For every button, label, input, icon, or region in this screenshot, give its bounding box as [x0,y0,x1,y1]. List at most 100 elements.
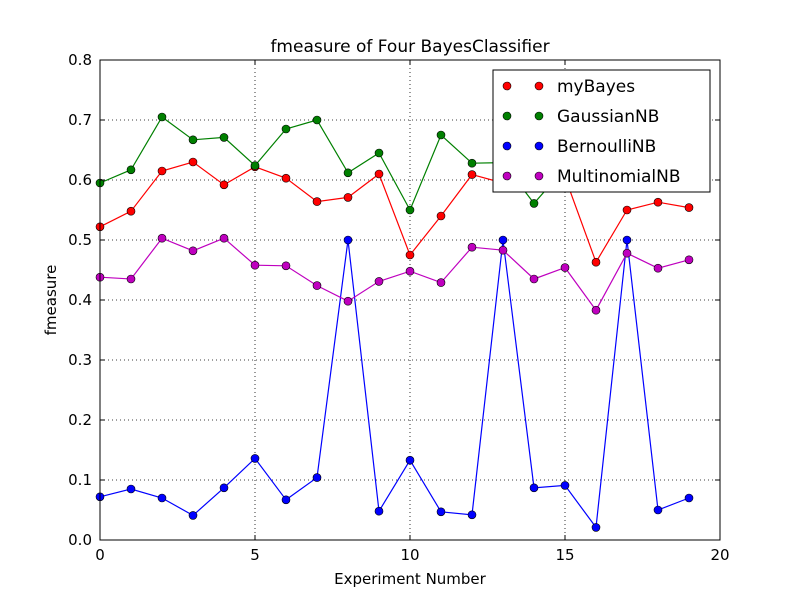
data-point-mybayes [374,169,384,179]
y-axis-label: fmeasure [42,265,60,336]
data-point-bernoullinb [560,481,570,490]
data-point-bernoullinb [374,506,384,516]
legend-marker-multinomialnb [534,171,544,181]
data-point-bernoullinb [684,493,694,503]
data-point-mybayes [436,211,446,221]
y-tick-label: 0.8 [68,51,92,69]
data-point-multinomialnb [219,233,229,243]
data-point-bernoullinb [126,484,136,494]
legend-label-bernoullinb: BernoulliNB [557,137,656,157]
data-point-multinomialnb [529,274,539,284]
data-point-bernoullinb [250,454,260,463]
data-point-mybayes [281,173,291,183]
data-point-multinomialnb [250,260,260,270]
data-point-gaussiannb [312,115,322,125]
data-point-gaussiannb [219,133,229,142]
data-point-multinomialnb [653,263,663,273]
y-tick-labels: 0.0 0.1 0.2 0.3 0.4 0.5 0.6 0.7 0.8 [68,51,92,549]
series-line-multinomialnb [99,237,690,312]
data-point-multinomialnb [374,277,384,286]
data-point-mybayes [405,250,415,260]
series-points-multinomialnb [95,233,694,315]
data-point-bernoullinb [529,483,539,493]
y-tick-label: 0.5 [68,231,92,249]
data-point-multinomialnb [157,233,167,243]
data-point-gaussiannb [405,205,415,215]
data-point-gaussiannb [374,148,384,158]
data-point-multinomialnb [684,255,694,265]
data-point-multinomialnb [622,248,632,258]
series-points-bernoullinb [95,235,694,532]
data-point-multinomialnb [343,296,353,306]
x-tick-label: 15 [555,546,574,564]
y-tick-label: 0.2 [68,411,92,429]
data-point-gaussiannb [126,165,136,175]
y-tick-label: 0.7 [68,111,92,129]
legend: myBayes GaussianNB BernoulliNB MultinomialN… [492,69,711,193]
legend-label-multinomialnb: MultinomialNB [557,167,681,187]
data-point-gaussiannb [343,168,353,178]
x-tick-label: 20 [710,546,729,564]
series-line-bernoullinb [99,239,690,529]
data-point-gaussiannb [436,130,446,140]
x-tick-label: 0 [95,546,105,564]
chart-title: fmeasure of Four BayesClassifier [270,37,549,57]
data-point-bernoullinb [405,455,415,465]
data-point-bernoullinb [467,510,477,520]
data-point-multinomialnb [281,261,291,271]
data-point-mybayes [219,180,229,190]
legend-label-mybayes: myBayes [557,77,635,97]
x-axis-label: Experiment Number [334,570,487,588]
data-point-multinomialnb [498,245,508,255]
data-point-mybayes [343,193,353,202]
data-point-multinomialnb [560,263,570,272]
data-point-bernoullinb [157,493,167,503]
data-point-bernoullinb [436,507,446,517]
data-point-multinomialnb [467,242,477,252]
data-point-multinomialnb [126,274,136,284]
data-point-multinomialnb [591,305,601,315]
data-point-mybayes [188,157,198,167]
legend-marker-gaussiannb [502,111,512,121]
legend-label-gaussiannb: GaussianNB [557,107,659,127]
data-point-multinomialnb [405,266,415,276]
x-tick-label: 5 [250,546,260,564]
data-point-bernoullinb [622,235,632,245]
data-point-mybayes [684,203,694,212]
data-point-gaussiannb [467,158,477,168]
y-tick-label: 0.6 [68,171,92,189]
data-point-bernoullinb [498,235,508,245]
data-point-gaussiannb [250,161,260,170]
data-point-bernoullinb [219,483,229,493]
legend-marker-bernoullinb [502,141,512,151]
data-point-mybayes [467,170,477,179]
axis-ticks [99,59,721,541]
data-point-bernoullinb [188,511,198,520]
data-point-mybayes [653,197,663,207]
y-tick-label: 0.4 [68,291,92,309]
data-point-multinomialnb [436,278,446,287]
data-point-mybayes [157,166,167,176]
legend-marker-multinomialnb [502,171,512,181]
data-point-bernoullinb [312,473,322,482]
data-point-gaussiannb [281,124,291,134]
legend-marker-mybayes [534,81,544,91]
y-tick-label: 0.1 [68,471,92,489]
data-point-gaussiannb [529,199,539,208]
data-point-multinomialnb [188,246,198,256]
legend-marker-mybayes [502,81,512,91]
data-point-mybayes [591,257,601,267]
data-point-mybayes [622,205,632,215]
data-point-gaussiannb [188,135,198,145]
data-point-bernoullinb [653,505,663,515]
legend-box [492,69,711,193]
data-point-gaussiannb [157,112,167,122]
series-line-mybayes [99,161,690,264]
y-tick-label: 0.0 [68,531,92,549]
x-tick-label: 10 [400,546,419,564]
data-point-bernoullinb [343,235,353,245]
legend-marker-bernoullinb [534,141,544,151]
data-point-multinomialnb [312,281,322,290]
data-point-mybayes [312,197,322,206]
